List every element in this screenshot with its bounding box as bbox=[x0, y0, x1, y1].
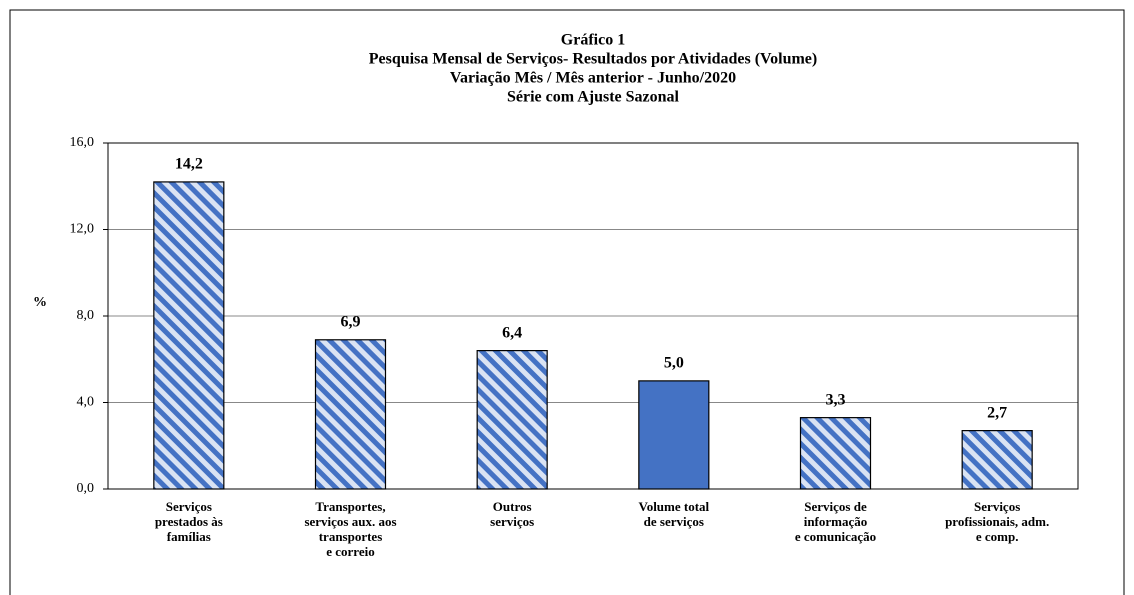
x-tick-label: Transportes, serviços aux. aos transportes… bbox=[304, 499, 396, 559]
frame bbox=[9, 9, 1125, 595]
bar bbox=[476, 350, 548, 490]
y-tick-label: 12,0 bbox=[70, 222, 95, 237]
x-tick-label: Serviços profissionais, adm. e comp. bbox=[945, 499, 1049, 544]
value-label: 14,2 bbox=[175, 156, 203, 173]
bar bbox=[961, 430, 1033, 490]
y-tick-label: 0,0 bbox=[77, 481, 95, 496]
value-label: 5,0 bbox=[664, 355, 684, 372]
chart-title: Pesquisa Mensal de Serviços- Resultados … bbox=[369, 51, 817, 68]
value-label: 2,7 bbox=[987, 404, 1007, 421]
x-tick-label: Volume total de serviços bbox=[639, 499, 710, 529]
chart-title: Série com Ajuste Sazonal bbox=[507, 89, 680, 106]
x-tick-label: Outros serviços bbox=[490, 499, 534, 529]
chart-title: Variação Mês / Mês anterior - Junho/2020 bbox=[450, 70, 736, 87]
y-tick-label: 4,0 bbox=[77, 395, 95, 410]
bar bbox=[638, 380, 710, 490]
bar bbox=[153, 181, 225, 490]
bar bbox=[799, 417, 872, 490]
chart-title: Gráfico 1 bbox=[561, 32, 625, 49]
x-tick-label: Serviços prestados às famílias bbox=[155, 499, 223, 544]
y-tick-label: 8,0 bbox=[77, 308, 95, 323]
y-axis-label: % bbox=[33, 295, 47, 310]
bar bbox=[314, 339, 387, 490]
value-label: 6,4 bbox=[502, 324, 522, 341]
value-label: 6,9 bbox=[341, 313, 361, 330]
y-tick-label: 16,0 bbox=[70, 135, 95, 150]
x-tick-label: Serviços de informação e comunicação bbox=[795, 499, 876, 544]
value-label: 3,3 bbox=[826, 391, 846, 408]
plot-border bbox=[107, 142, 1079, 490]
